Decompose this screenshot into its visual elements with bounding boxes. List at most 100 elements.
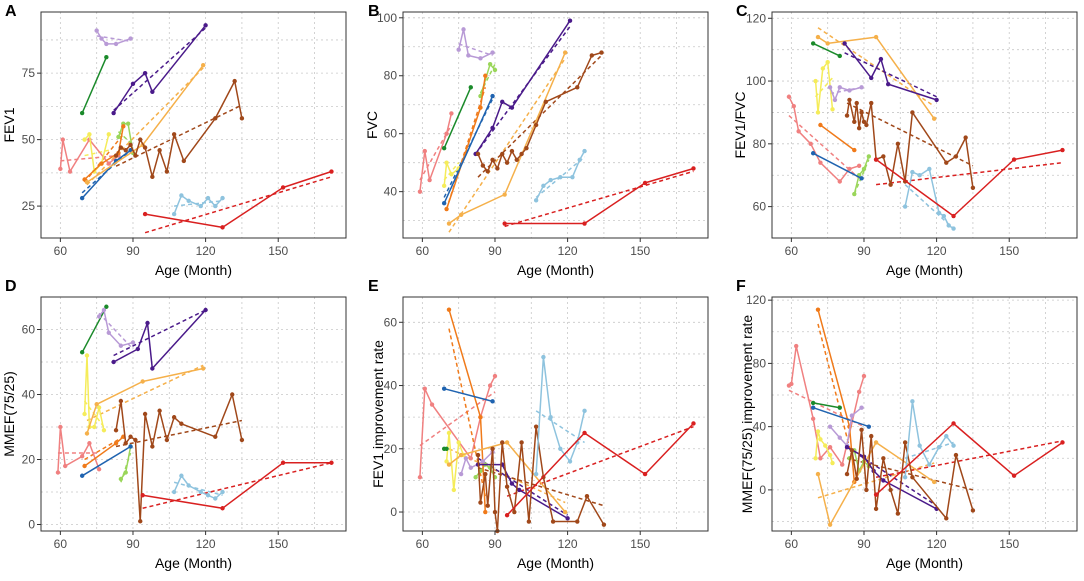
data-point-orange (478, 414, 483, 420)
x-tick-label: 90 (126, 244, 140, 258)
data-point-lightblue (186, 483, 191, 488)
data-point-purple (99, 36, 104, 41)
data-point-lightblue (213, 203, 218, 209)
data-point-orange (852, 147, 857, 153)
data-point-brown (485, 503, 490, 508)
trend-line-brown (477, 467, 605, 507)
data-point-brown (910, 475, 915, 480)
data-point-purple (468, 465, 473, 470)
series-line-orange (819, 124, 855, 151)
series-line-green (81, 306, 108, 353)
data-point-brown (490, 446, 495, 451)
plot-frame (40, 296, 347, 532)
data-point-orange (444, 206, 449, 212)
data-point-lightgreen (118, 476, 124, 482)
data-point-purple (827, 424, 833, 429)
x-tick-label: 150 (268, 244, 288, 258)
plot-frame (402, 11, 709, 239)
data-point-darkpurple (516, 487, 522, 493)
y-tick-label: 75 (22, 66, 36, 80)
data-point-lightgreen (116, 134, 121, 140)
trend-line-darkpurple (113, 309, 206, 357)
data-point-lightblue (198, 203, 203, 209)
x-tick-label: 90 (126, 537, 140, 551)
data-point-brown (601, 522, 607, 527)
data-point-purple (461, 27, 466, 32)
data-point-lightgreen (866, 154, 872, 159)
trend-line-lightblue (535, 410, 585, 444)
y-tick-label: 60 (22, 323, 36, 337)
data-point-green (79, 350, 85, 355)
data-point-red (1011, 473, 1017, 478)
data-point-lightorange (815, 471, 821, 477)
data-point-brown (480, 163, 486, 168)
data-point-lightblue (910, 399, 915, 404)
data-point-red (873, 157, 879, 162)
series-line-green (81, 56, 108, 114)
data-point-yellow (456, 440, 461, 445)
data-point-brown (118, 145, 124, 150)
data-point-green (468, 85, 473, 90)
y-axis-title: MMEF(75/25) improvement rate (739, 315, 755, 514)
series-line-green (812, 42, 841, 57)
trend-line-yellow (443, 162, 460, 181)
trend-line-lightblue (173, 481, 223, 496)
data-point-pink (444, 131, 449, 136)
data-point-darkpurple (490, 125, 495, 131)
series-line-orange (84, 436, 124, 467)
data-point-darkpurple (203, 307, 208, 313)
data-point-purple (837, 85, 842, 90)
series-line-red (875, 149, 1063, 217)
series-line-lightorange (448, 52, 566, 225)
data-point-yellow (823, 443, 828, 448)
data-point-brown (524, 145, 529, 151)
data-point-yellow (441, 183, 447, 189)
data-point-lightblue (917, 443, 922, 448)
data-point-blue (490, 93, 495, 99)
data-point-darkpurple (111, 359, 116, 365)
data-point-brown (475, 452, 481, 458)
data-point-lightorange (931, 479, 937, 485)
data-point-brown (113, 428, 119, 433)
trend-line-pink (60, 154, 119, 162)
data-point-lightblue (179, 473, 184, 478)
data-point-yellow (830, 460, 835, 466)
data-point-brown (895, 141, 901, 147)
y-tick-label: 100 (377, 11, 397, 25)
x-tick-label: 90 (488, 537, 502, 551)
data-point-green (104, 55, 109, 60)
panel-f: 60 90 120 150 0 40 80 120 Age (Month) MMEF(75/25)… (736, 278, 1078, 571)
data-point-brown (128, 142, 133, 148)
data-point-pink (789, 381, 794, 387)
data-point-pink (60, 137, 65, 142)
data-point-blue (490, 399, 495, 404)
data-point-purple (478, 56, 483, 61)
data-point-lightgreen (852, 191, 857, 197)
data-point-red (280, 185, 286, 190)
data-point-yellow (101, 428, 107, 433)
series-line-yellow (443, 161, 460, 186)
data-point-lightblue (541, 183, 546, 189)
trend-line-lightgreen (853, 159, 870, 195)
data-point-darkpurple (500, 99, 505, 105)
data-point-lightblue (198, 489, 203, 495)
data-point-brown (869, 433, 874, 439)
trend-line-lightorange (86, 67, 204, 186)
y-axis-title: FEV1/FVC (732, 92, 748, 159)
data-point-lightblue (582, 148, 587, 154)
series-line-brown (115, 80, 243, 178)
series-line-green (443, 86, 472, 149)
data-point-pink (468, 456, 473, 461)
data-point-yellow (87, 132, 92, 137)
x-tick-label: 120 (196, 537, 216, 551)
data-point-red (642, 471, 648, 477)
data-point-yellow (813, 456, 818, 461)
data-point-pink (417, 475, 423, 480)
x-tick-label: 150 (268, 537, 288, 551)
x-tick-label: 60 (54, 244, 68, 258)
data-point-lightblue (917, 173, 922, 178)
data-point-brown (509, 148, 515, 154)
data-point-purple (456, 47, 461, 52)
series-line-lightorange (86, 64, 204, 183)
